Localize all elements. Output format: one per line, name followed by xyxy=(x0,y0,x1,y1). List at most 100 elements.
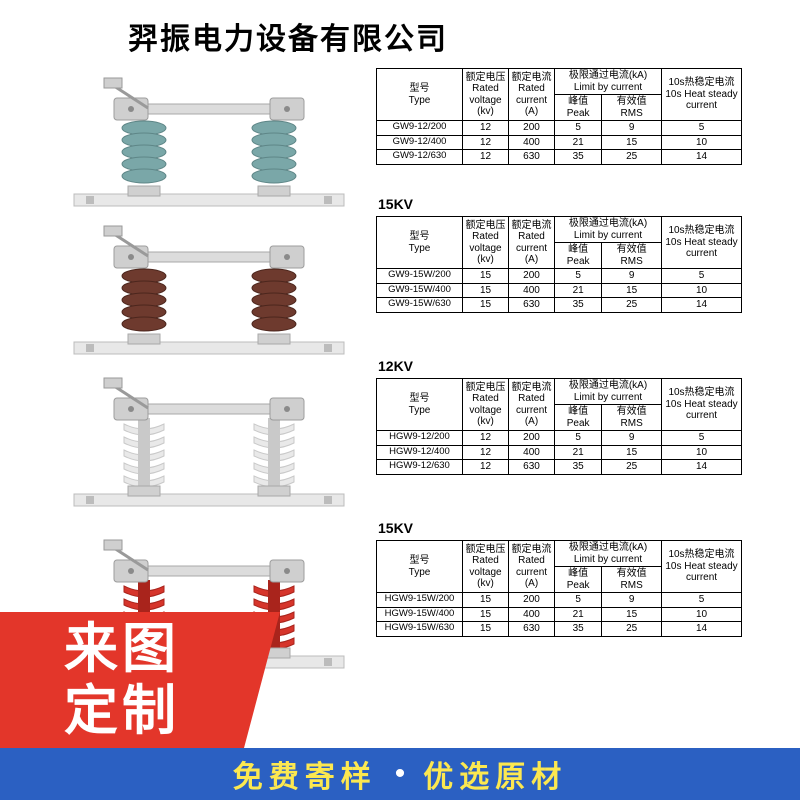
cell-model: HGW9-12/200 xyxy=(377,431,463,446)
cell-kv: 12 xyxy=(463,460,509,475)
table-row: HGW9-12/200 12 200 5 9 5 xyxy=(377,431,742,446)
table-row: GW9-15W/630 15 630 35 25 14 xyxy=(377,298,742,313)
table-row: HGW9-15W/630 15 630 35 25 14 xyxy=(377,622,742,637)
cell-kv: 15 xyxy=(463,622,509,637)
cell-rms: 15 xyxy=(602,607,662,622)
bottom-right-text: 优选原材 xyxy=(423,752,567,796)
cell-a: 630 xyxy=(509,460,555,475)
page-root: 羿振电力设备有限公司 型号Type 额定电压Rated voltage(kv) … xyxy=(0,0,800,800)
cell-model: HGW9-12/400 xyxy=(377,445,463,460)
promo-triangle xyxy=(244,612,280,748)
cell-kv: 12 xyxy=(463,150,509,165)
cell-a: 630 xyxy=(509,150,555,165)
cell-model: HGW9-15W/630 xyxy=(377,622,463,637)
cell-peak: 5 xyxy=(555,593,602,608)
table-row: GW9-12/630 12 630 35 25 14 xyxy=(377,150,742,165)
cell-model: GW9-15W/200 xyxy=(377,269,463,284)
cell-model: HGW9-15W/200 xyxy=(377,593,463,608)
cell-peak: 5 xyxy=(555,121,602,136)
cell-a: 630 xyxy=(509,622,555,637)
cell-kv: 15 xyxy=(463,283,509,298)
cell-heat: 14 xyxy=(662,622,742,637)
cell-a: 200 xyxy=(509,269,555,284)
spec-table: 型号Type 额定电压Rated voltage(kv) 额定电流Rated c… xyxy=(376,378,742,475)
section-title: 15KV xyxy=(378,196,742,212)
cell-peak: 35 xyxy=(555,460,602,475)
cell-heat: 10 xyxy=(662,135,742,150)
cell-kv: 15 xyxy=(463,593,509,608)
cell-heat: 14 xyxy=(662,460,742,475)
cell-peak: 21 xyxy=(555,283,602,298)
section-title: 12KV xyxy=(378,358,742,374)
cell-peak: 5 xyxy=(555,269,602,284)
cell-heat: 5 xyxy=(662,593,742,608)
table-row: GW9-15W/200 15 200 5 9 5 xyxy=(377,269,742,284)
cell-kv: 15 xyxy=(463,298,509,313)
cell-peak: 21 xyxy=(555,445,602,460)
cell-model: GW9-12/200 xyxy=(377,121,463,136)
cell-rms: 9 xyxy=(602,269,662,284)
cell-model: GW9-12/630 xyxy=(377,150,463,165)
table-row: GW9-15W/400 15 400 21 15 10 xyxy=(377,283,742,298)
table-row: HGW9-15W/400 15 400 21 15 10 xyxy=(377,607,742,622)
product-image xyxy=(54,68,364,218)
bottom-bar: 免费寄样 • 优选原材 xyxy=(0,748,800,800)
promo-line1: 来图 xyxy=(64,619,180,679)
spec-table-block: 12KV 型号Type 额定电压Rated voltage(kv) 额定电流Ra… xyxy=(376,358,742,475)
cell-a: 400 xyxy=(509,445,555,460)
cell-model: HGW9-15W/400 xyxy=(377,607,463,622)
cell-rms: 25 xyxy=(602,150,662,165)
promo-text: 来图 定制 xyxy=(0,612,244,748)
table-row: HGW9-12/630 12 630 35 25 14 xyxy=(377,460,742,475)
cell-heat: 5 xyxy=(662,121,742,136)
table-row: GW9-12/200 12 200 5 9 5 xyxy=(377,121,742,136)
cell-rms: 9 xyxy=(602,593,662,608)
spec-table-block: 15KV 型号Type 额定电压Rated voltage(kv) 额定电流Ra… xyxy=(376,196,742,313)
section-title: 15KV xyxy=(378,520,742,536)
cell-peak: 5 xyxy=(555,431,602,446)
cell-model: GW9-15W/400 xyxy=(377,283,463,298)
cell-a: 630 xyxy=(509,298,555,313)
cell-a: 200 xyxy=(509,431,555,446)
cell-peak: 35 xyxy=(555,298,602,313)
cell-a: 200 xyxy=(509,121,555,136)
cell-heat: 14 xyxy=(662,150,742,165)
spec-table: 型号Type 额定电压Rated voltage(kv) 额定电流Rated c… xyxy=(376,540,742,637)
cell-peak: 21 xyxy=(555,135,602,150)
cell-rms: 25 xyxy=(602,622,662,637)
cell-rms: 15 xyxy=(602,283,662,298)
product-image xyxy=(54,368,364,518)
cell-peak: 35 xyxy=(555,622,602,637)
cell-heat: 10 xyxy=(662,283,742,298)
cell-heat: 10 xyxy=(662,607,742,622)
cell-kv: 15 xyxy=(463,607,509,622)
cell-rms: 9 xyxy=(602,121,662,136)
cell-kv: 12 xyxy=(463,445,509,460)
spec-table: 型号Type 额定电压Rated voltage(kv) 额定电流Rated c… xyxy=(376,68,742,165)
table-row: HGW9-12/400 12 400 21 15 10 xyxy=(377,445,742,460)
cell-heat: 10 xyxy=(662,445,742,460)
cell-model: HGW9-12/630 xyxy=(377,460,463,475)
bottom-left-text: 免费寄样 xyxy=(233,752,377,796)
bottom-separator: • xyxy=(377,757,424,791)
catalog-area: 型号Type 额定电压Rated voltage(kv) 额定电流Rated c… xyxy=(54,68,742,698)
cell-peak: 21 xyxy=(555,607,602,622)
cell-a: 200 xyxy=(509,593,555,608)
cell-kv: 12 xyxy=(463,135,509,150)
cell-rms: 25 xyxy=(602,298,662,313)
cell-rms: 15 xyxy=(602,445,662,460)
cell-model: GW9-15W/630 xyxy=(377,298,463,313)
cell-rms: 15 xyxy=(602,135,662,150)
spec-table-block: 15KV 型号Type 额定电压Rated voltage(kv) 额定电流Ra… xyxy=(376,520,742,637)
spec-table: 型号Type 额定电压Rated voltage(kv) 额定电流Rated c… xyxy=(376,216,742,313)
cell-kv: 12 xyxy=(463,121,509,136)
cell-a: 400 xyxy=(509,283,555,298)
product-image xyxy=(54,216,364,366)
cell-kv: 15 xyxy=(463,269,509,284)
cell-heat: 5 xyxy=(662,269,742,284)
table-row: HGW9-15W/200 15 200 5 9 5 xyxy=(377,593,742,608)
cell-kv: 12 xyxy=(463,431,509,446)
cell-heat: 5 xyxy=(662,431,742,446)
promo-line2: 定制 xyxy=(64,681,180,741)
cell-rms: 25 xyxy=(602,460,662,475)
